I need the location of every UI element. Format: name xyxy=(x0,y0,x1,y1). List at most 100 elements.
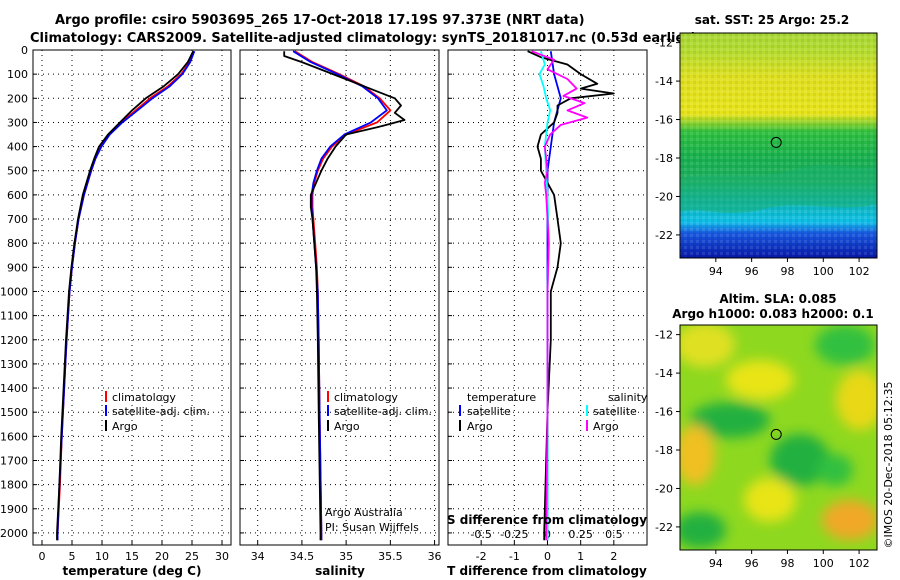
sla-blob xyxy=(770,434,830,486)
depth-tick-label: 700 xyxy=(7,213,28,226)
depth-tick-label: 300 xyxy=(7,116,28,129)
legend-swatch-climatology xyxy=(327,391,329,402)
difference-series xyxy=(527,50,615,541)
salinity-legend: climatology satellite-adj. clim. Argo xyxy=(327,391,432,433)
annotation-line-2: PI: Susan Wijffels xyxy=(325,521,419,534)
map-y-tick-label: -16 xyxy=(655,114,673,127)
depth-tick-label: 900 xyxy=(7,261,28,274)
legend-label-argo: Argo xyxy=(467,420,493,433)
depth-tick-label: 1900 xyxy=(0,503,28,516)
depth-tick-label: 1700 xyxy=(0,454,28,467)
depth-tick-label: 1600 xyxy=(0,430,28,443)
map-y-tick-label: -18 xyxy=(655,152,673,165)
legend-label-argo: Argo xyxy=(593,420,619,433)
legend-swatch-satellite xyxy=(327,405,329,416)
map-y-tick-label: -22 xyxy=(655,229,673,242)
map-x-tick-label: 98 xyxy=(780,557,794,570)
map-y-tick-label: -20 xyxy=(655,190,673,203)
map-x-tick-label: 94 xyxy=(709,557,723,570)
sla-blob xyxy=(680,512,726,548)
copyright-stamp: ©IMOS 20-Dec-2018 05:12:35 xyxy=(882,382,895,549)
x-tick-label: 34.5 xyxy=(290,550,315,563)
x-tick-label: 25 xyxy=(185,550,199,563)
sst-axes: 94 96 98 100 102 -12 -14 -16 -18 -20 -22 xyxy=(655,37,870,278)
depth-tick-label: 1100 xyxy=(0,310,28,323)
sla-map xyxy=(679,324,878,551)
difference-legend-temperature: temperature satellite Argo xyxy=(459,391,536,433)
depth-tick-label: 400 xyxy=(7,141,28,154)
legend-swatch-satellite xyxy=(105,405,107,416)
series-line-argo xyxy=(56,50,195,541)
map-x-tick-label: 102 xyxy=(849,265,870,278)
legend-title-temperature: temperature xyxy=(467,391,536,404)
x2-tick-label: -0.25 xyxy=(500,528,528,541)
sla-blob xyxy=(726,360,794,400)
x-tick-label: 15 xyxy=(125,550,139,563)
legend-title-salinity: salinity xyxy=(608,391,648,404)
difference-legend-salinity: salinity satellite Argo xyxy=(586,391,648,433)
map-y-tick-label: -20 xyxy=(655,482,673,495)
temperature-series xyxy=(56,50,196,541)
depth-tick-label: 800 xyxy=(7,237,28,250)
x-tick-label: 35.5 xyxy=(378,550,403,563)
legend-swatch-argo xyxy=(327,420,329,431)
map-x-tick-label: 94 xyxy=(709,265,723,278)
temperature-x-ticks: 0 5 10 15 20 25 30 xyxy=(39,541,229,563)
legend-label-satellite: satellite xyxy=(467,405,511,418)
x-tick-label: 1 xyxy=(577,550,584,563)
panel-grids xyxy=(33,50,647,545)
depth-tick-label: 1000 xyxy=(0,285,28,298)
x-tick-label: 10 xyxy=(95,550,109,563)
depth-tick-label: 0 xyxy=(21,44,28,57)
depth-tick-label: 1500 xyxy=(0,406,28,419)
map-x-tick-label: 102 xyxy=(849,557,870,570)
annotation-line-1: Argo Australia xyxy=(325,506,403,519)
series-line-argo xyxy=(283,51,406,541)
depth-tick-label: 1400 xyxy=(0,382,28,395)
x-tick-label: 30 xyxy=(215,550,229,563)
x2-tick-label: 0.5 xyxy=(605,528,623,541)
x-tick-label: 36 xyxy=(428,550,442,563)
x-tick-label: 0 xyxy=(544,550,551,563)
sla-blob xyxy=(744,478,796,522)
salinity-difference-x-ticks: -0.5 -0.25 0 0.25 0.5 xyxy=(470,528,622,541)
depth-tick-label: 2000 xyxy=(0,527,28,540)
x-tick-label: 34 xyxy=(251,550,265,563)
legend-swatch-argo xyxy=(105,420,107,431)
salinity-x-label: salinity xyxy=(315,564,365,578)
series-line-salinity-argo xyxy=(531,50,589,541)
depth-tick-label: 100 xyxy=(7,68,28,81)
sla-profile-marker xyxy=(770,428,782,440)
x-tick-label: 20 xyxy=(155,550,169,563)
temperature-legend: climatology satellite-adj. clim. Argo xyxy=(105,391,210,433)
x-tick-label: -2 xyxy=(476,550,487,563)
legend-label-argo: Argo xyxy=(112,420,138,433)
x-tick-label: 35 xyxy=(339,550,353,563)
map-y-tick-label: -14 xyxy=(655,75,673,88)
sla-blob xyxy=(836,370,877,430)
map-y-tick-label: -18 xyxy=(655,444,673,457)
sst-profile-marker xyxy=(770,136,782,148)
sst-map-title: sat. SST: 25 Argo: 25.2 xyxy=(695,13,849,27)
sst-warm-band xyxy=(680,165,877,213)
x-tick-label: 0 xyxy=(39,550,46,563)
sla-axes: 94 96 98 100 102 -12 -14 -16 -18 -20 -22 xyxy=(655,329,870,570)
salinity-series xyxy=(283,50,406,541)
legend-swatch-argo xyxy=(586,420,588,431)
sla-frame xyxy=(679,324,878,551)
legend-label-climatology: climatology xyxy=(112,391,176,404)
sla-map-title-1: Altim. SLA: 0.085 xyxy=(719,292,836,306)
x-tick-label: -1 xyxy=(509,550,520,563)
depth-tick-label: 200 xyxy=(7,92,28,105)
depth-tick-label: 500 xyxy=(7,165,28,178)
x2-tick-label: 0.25 xyxy=(568,528,593,541)
map-y-tick-label: -12 xyxy=(655,329,673,342)
depth-axis: 0 100 200 300 400 500 600 700 800 900 1000 1100 1200… xyxy=(0,44,452,540)
legend-swatch-satellite xyxy=(459,405,461,416)
map-x-tick-label: 98 xyxy=(780,265,794,278)
legend-swatch-argo xyxy=(459,420,461,431)
sla-blob xyxy=(817,454,853,486)
difference-x-label: T difference from climatology xyxy=(447,564,647,578)
title-line-1: Argo profile: csiro 5903695_265 17-Oct-2… xyxy=(55,13,585,28)
